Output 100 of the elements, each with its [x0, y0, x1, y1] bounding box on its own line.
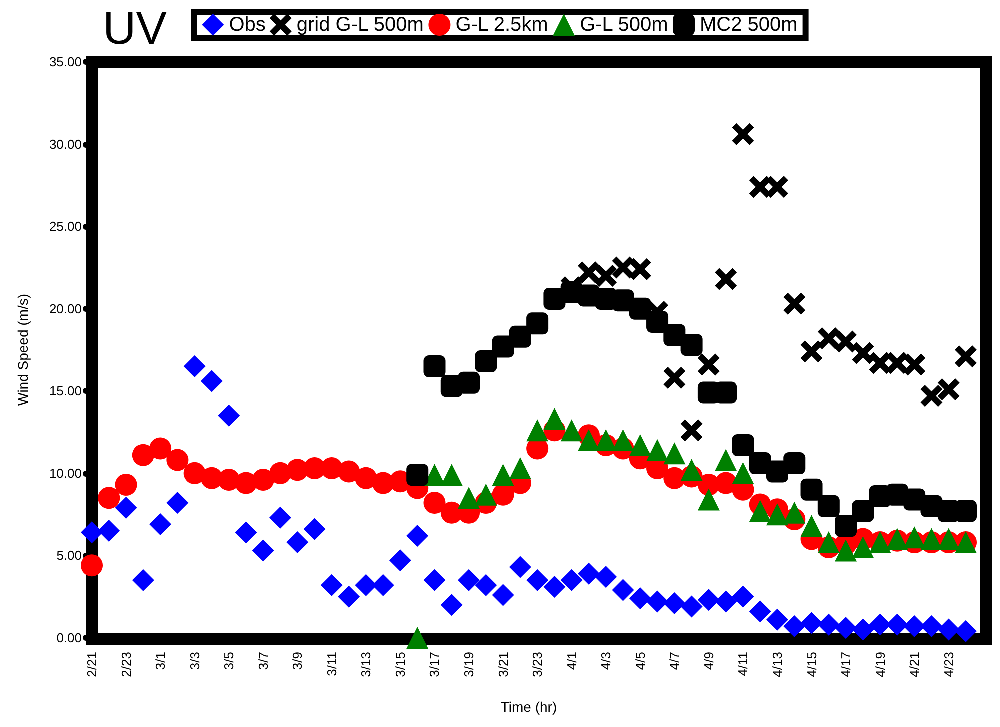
x-tick-label: 4/7 [667, 652, 682, 670]
point [800, 340, 823, 363]
point [818, 532, 840, 554]
x-tick-label: 4/21 [907, 652, 922, 678]
point [320, 574, 343, 596]
y-tick-label: 5.00 [56, 548, 82, 564]
point [852, 618, 874, 641]
point [544, 576, 566, 598]
point [458, 487, 480, 510]
point [680, 334, 703, 356]
point [646, 439, 669, 462]
point [749, 600, 772, 623]
point [81, 554, 103, 577]
point [424, 492, 446, 514]
point [955, 500, 977, 522]
x-tick-label: 3/21 [496, 652, 511, 678]
point [835, 540, 858, 562]
point [406, 627, 429, 649]
point [955, 620, 977, 642]
point [200, 370, 223, 392]
x-tick-label: 3/15 [392, 652, 408, 678]
legend-label: grid G-L 500m [296, 14, 424, 36]
point [304, 518, 326, 540]
point [389, 550, 412, 572]
point [612, 256, 634, 279]
x-tick-label: 4/9 [701, 652, 716, 670]
point [578, 562, 600, 585]
point [338, 460, 360, 483]
point [252, 469, 274, 492]
point [338, 586, 360, 608]
point [270, 506, 292, 529]
x-tick-label: 3/17 [427, 652, 442, 678]
point [664, 366, 686, 389]
legend-label: G-L 2.5km [456, 14, 548, 36]
point [749, 500, 772, 522]
point [680, 596, 703, 618]
point [800, 515, 823, 538]
point [818, 327, 840, 350]
point [715, 449, 738, 472]
point [132, 444, 154, 466]
x-tick-label: 3/7 [256, 652, 271, 670]
point [440, 594, 463, 616]
x-tick-label: 4/3 [598, 652, 614, 670]
point [150, 513, 172, 536]
x-tick-label: 3/9 [290, 652, 306, 670]
point [218, 404, 240, 427]
y-tick-label: 10.00 [49, 466, 82, 481]
point [184, 462, 206, 484]
legend-label: G-L 500m [580, 14, 668, 36]
point [629, 588, 652, 610]
point [835, 330, 858, 353]
point [115, 474, 138, 496]
point [406, 464, 429, 486]
chart-title: UV [103, 2, 168, 54]
y-axis-title: Wind Speed (m/s) [15, 294, 31, 406]
x-tick-label: 4/17 [838, 652, 854, 678]
point [698, 589, 720, 612]
point [784, 292, 806, 315]
x-tick-label: 2/21 [84, 652, 100, 678]
point [132, 569, 154, 592]
point [560, 569, 583, 592]
point [578, 262, 600, 284]
x-tick-label: 4/19 [872, 652, 888, 678]
point [150, 438, 172, 460]
x-tick-label: 3/13 [358, 652, 374, 678]
y-tick-label: 30.00 [49, 136, 82, 152]
point [920, 528, 943, 550]
point [732, 434, 754, 456]
x-axis-title: Time (hr) [500, 699, 558, 715]
point [98, 520, 120, 542]
point [698, 354, 720, 376]
point [852, 342, 874, 364]
x-tick-label: 4/13 [770, 652, 785, 678]
point [166, 492, 189, 514]
y-tick-label: 25.00 [49, 219, 82, 234]
point [509, 556, 532, 578]
y-tick-label: 35.00 [49, 54, 82, 70]
point [646, 590, 669, 613]
point [475, 574, 498, 596]
point [732, 123, 754, 146]
point [184, 355, 206, 378]
x-tick-label: 3/5 [222, 652, 237, 670]
x-tick-label: 3/23 [530, 652, 546, 678]
point [852, 500, 874, 522]
point [475, 350, 498, 373]
x-tick-label: 3/1 [153, 652, 168, 670]
point [766, 608, 788, 631]
point [544, 408, 566, 430]
point [492, 584, 514, 606]
point [938, 528, 960, 550]
point [81, 522, 103, 544]
point [629, 298, 652, 320]
point [715, 382, 738, 404]
x-tick-label: 4/5 [632, 652, 648, 670]
y-tick-label: 20.00 [49, 301, 82, 316]
y-tick-label: 0.00 [56, 630, 82, 646]
point [629, 258, 652, 280]
x-tick-label: 3/19 [462, 652, 477, 678]
point [784, 615, 806, 638]
point [440, 464, 463, 486]
